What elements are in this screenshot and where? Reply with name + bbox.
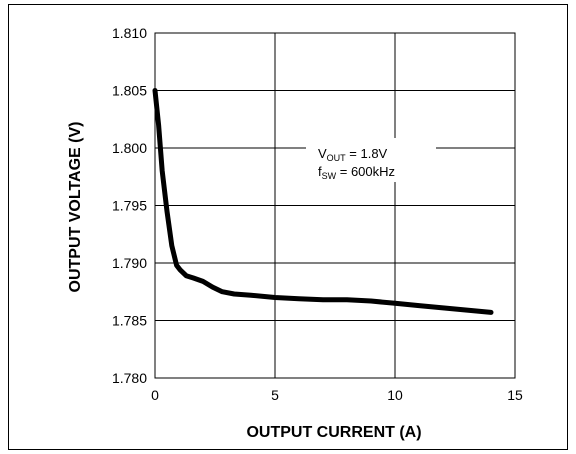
y-tick-label: 1.780 (112, 370, 147, 386)
annotation-fsw: fSW = 600kHz (318, 164, 395, 181)
grid (154, 32, 516, 379)
y-tick-labels: 1.780 1.785 1.790 1.795 1.800 1.805 1.810 (112, 25, 147, 386)
x-tick-labels: 0 5 10 15 (151, 387, 523, 403)
y-tick-label: 1.795 (112, 198, 147, 214)
annotation-background (306, 138, 436, 182)
y-tick-label: 1.800 (112, 140, 147, 156)
y-tick-label: 1.785 (112, 313, 147, 329)
plot-area (154, 32, 516, 379)
x-axis-label: OUTPUT CURRENT (A) (246, 424, 421, 441)
x-tick-label: 5 (271, 387, 279, 403)
chart-frame (8, 4, 568, 450)
y-axis-label: OUTPUT VOLTAGE (V) (67, 122, 84, 293)
series-line (152, 88, 494, 315)
annotation-vout: VOUT = 1.8V (318, 146, 388, 163)
x-tick-label: 10 (387, 387, 403, 403)
x-tick-label: 15 (507, 387, 523, 403)
y-tick-label: 1.810 (112, 25, 147, 41)
series-points (155, 90, 491, 312)
y-tick-label: 1.805 (112, 83, 147, 99)
y-tick-label: 1.790 (112, 255, 147, 271)
x-tick-label: 0 (151, 387, 159, 403)
